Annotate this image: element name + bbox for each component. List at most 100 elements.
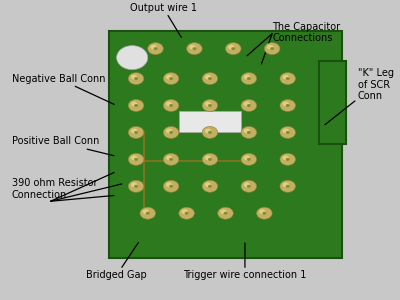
Circle shape — [205, 75, 211, 80]
Circle shape — [259, 209, 266, 214]
Circle shape — [131, 128, 137, 133]
Circle shape — [283, 75, 289, 80]
Circle shape — [283, 128, 289, 133]
Circle shape — [280, 126, 296, 138]
Circle shape — [131, 155, 137, 160]
Circle shape — [166, 102, 172, 106]
Circle shape — [208, 185, 212, 188]
Circle shape — [267, 45, 273, 50]
Bar — [179, 112, 241, 132]
Circle shape — [154, 47, 158, 50]
Circle shape — [131, 182, 137, 187]
Circle shape — [280, 100, 296, 112]
Circle shape — [182, 209, 188, 214]
Circle shape — [185, 212, 188, 215]
Circle shape — [148, 43, 163, 55]
Circle shape — [163, 100, 179, 112]
Text: Negative Ball Conn: Negative Ball Conn — [12, 74, 114, 104]
Circle shape — [202, 126, 218, 138]
Circle shape — [224, 212, 228, 215]
Circle shape — [202, 153, 218, 165]
Circle shape — [247, 158, 251, 161]
Text: Output wire 1: Output wire 1 — [130, 3, 197, 37]
Circle shape — [134, 158, 138, 161]
Circle shape — [244, 182, 250, 187]
Circle shape — [189, 45, 196, 50]
Circle shape — [134, 77, 138, 80]
Circle shape — [187, 43, 202, 55]
Circle shape — [134, 185, 138, 188]
Circle shape — [280, 73, 296, 85]
Circle shape — [128, 100, 144, 112]
Circle shape — [202, 73, 218, 85]
Text: "K" Leg
of SCR
Conn: "K" Leg of SCR Conn — [325, 68, 394, 125]
Circle shape — [283, 155, 289, 160]
Text: Positive Ball Conn: Positive Ball Conn — [12, 136, 114, 156]
Bar — [319, 61, 346, 144]
Text: The Capacitor
Connections: The Capacitor Connections — [272, 22, 340, 43]
Circle shape — [208, 158, 212, 161]
Circle shape — [244, 155, 250, 160]
Circle shape — [244, 102, 250, 106]
Circle shape — [220, 209, 227, 214]
Circle shape — [192, 47, 196, 50]
Bar — [109, 31, 342, 258]
Circle shape — [128, 126, 144, 138]
Circle shape — [131, 102, 137, 106]
Circle shape — [286, 104, 290, 107]
Circle shape — [286, 77, 290, 80]
Circle shape — [241, 153, 257, 165]
Text: Bridged Gap: Bridged Gap — [86, 242, 147, 280]
Circle shape — [205, 182, 211, 187]
Circle shape — [128, 73, 144, 85]
Circle shape — [244, 128, 250, 133]
Circle shape — [241, 126, 257, 138]
Circle shape — [150, 45, 157, 50]
Circle shape — [226, 43, 241, 55]
Circle shape — [128, 153, 144, 165]
Circle shape — [247, 77, 251, 80]
Circle shape — [166, 155, 172, 160]
Circle shape — [202, 180, 218, 192]
Circle shape — [163, 126, 179, 138]
Circle shape — [134, 131, 138, 134]
Circle shape — [283, 182, 289, 187]
Circle shape — [257, 207, 272, 219]
Circle shape — [205, 155, 211, 160]
Circle shape — [169, 158, 173, 161]
Circle shape — [280, 153, 296, 165]
Circle shape — [179, 207, 194, 219]
Circle shape — [264, 43, 280, 55]
Circle shape — [280, 180, 296, 192]
Circle shape — [228, 45, 234, 50]
Circle shape — [169, 131, 173, 134]
Circle shape — [286, 185, 290, 188]
Circle shape — [128, 180, 144, 192]
Circle shape — [231, 47, 235, 50]
Circle shape — [166, 182, 172, 187]
Text: Trigger wire connection 1: Trigger wire connection 1 — [183, 243, 307, 280]
Circle shape — [143, 209, 149, 214]
Circle shape — [286, 158, 290, 161]
Circle shape — [208, 131, 212, 134]
Circle shape — [205, 102, 211, 106]
Circle shape — [169, 185, 173, 188]
Circle shape — [166, 75, 172, 80]
Circle shape — [218, 207, 233, 219]
Circle shape — [140, 207, 156, 219]
Circle shape — [131, 75, 137, 80]
Circle shape — [270, 47, 274, 50]
Circle shape — [163, 180, 179, 192]
Circle shape — [202, 100, 218, 112]
Circle shape — [134, 104, 138, 107]
Circle shape — [169, 104, 173, 107]
Circle shape — [163, 73, 179, 85]
Circle shape — [262, 212, 266, 215]
Circle shape — [286, 131, 290, 134]
Circle shape — [169, 77, 173, 80]
Circle shape — [205, 128, 211, 133]
Circle shape — [247, 185, 251, 188]
Circle shape — [247, 104, 251, 107]
Circle shape — [244, 75, 250, 80]
Circle shape — [166, 128, 172, 133]
